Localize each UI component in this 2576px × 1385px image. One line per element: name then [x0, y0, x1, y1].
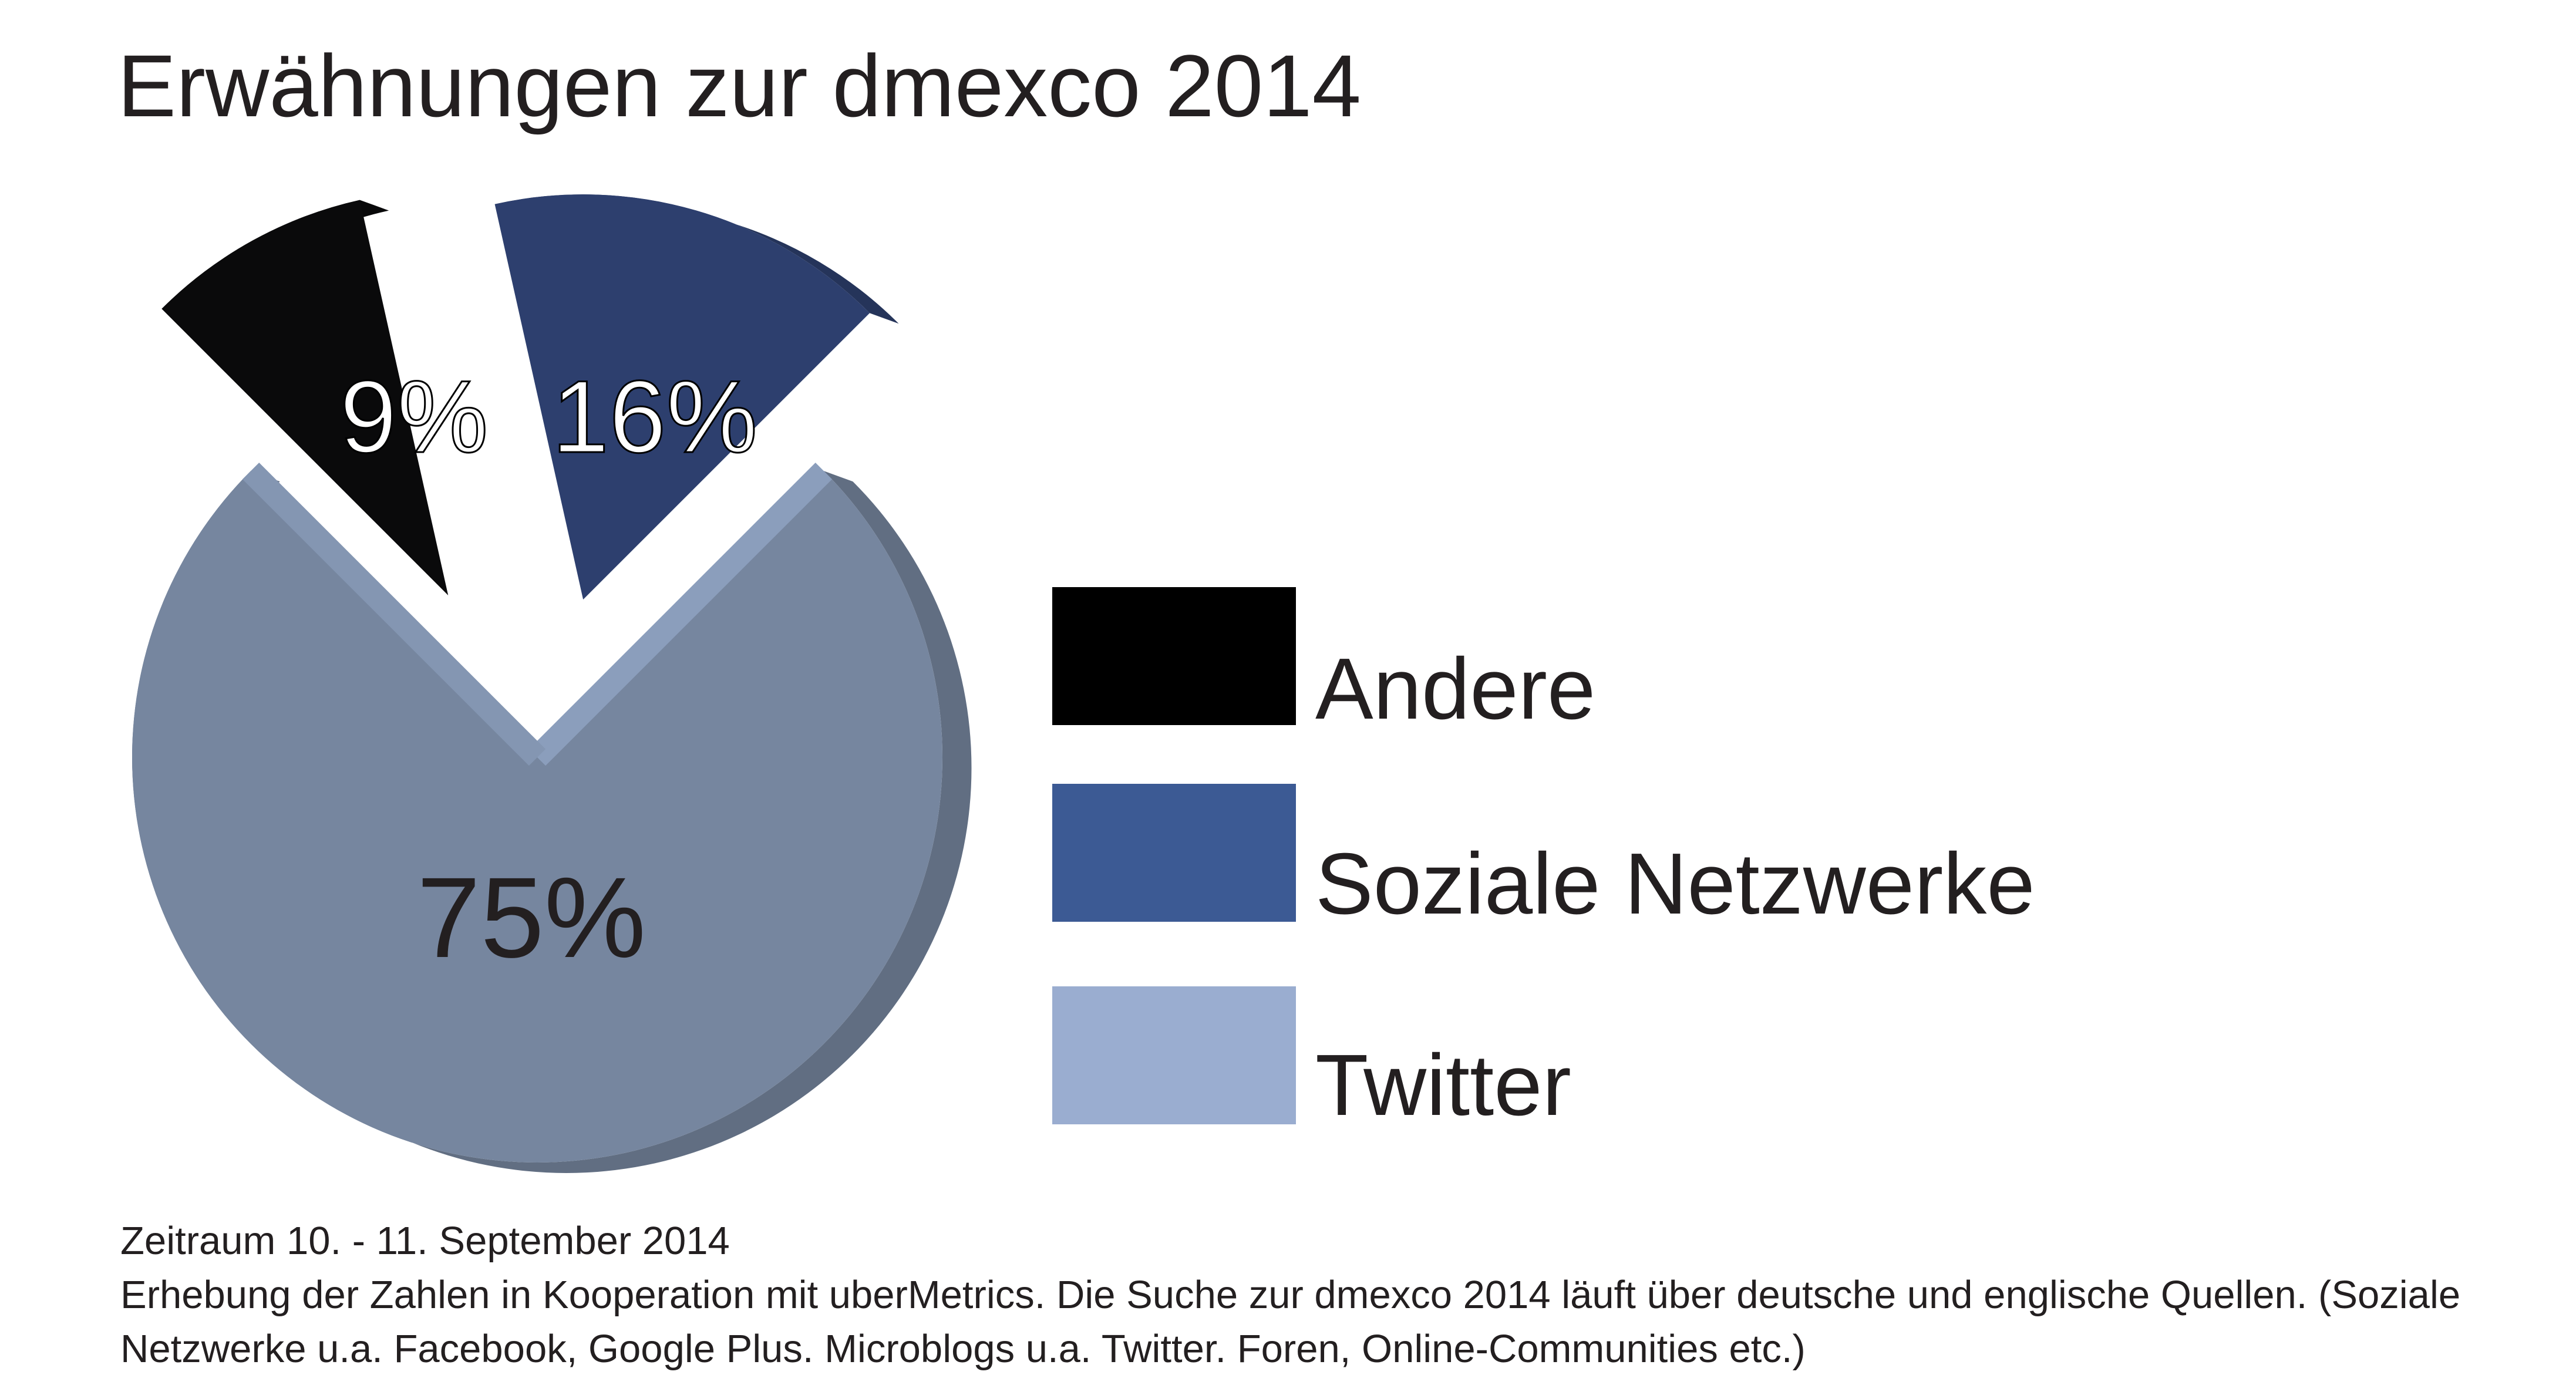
pie-data-label-andere: 9%: [340, 360, 489, 474]
pie-slice-soziale-netzwerke: [494, 194, 870, 600]
chart-title: Erwähnungen zur dmexco 2014: [117, 36, 1362, 135]
pie-slice-group-1: 16%: [494, 194, 899, 600]
pie-slice-edge-highlight: [528, 462, 833, 766]
legend-swatch-andere: [1052, 587, 1296, 725]
pie-slice-twitter: [132, 471, 943, 1162]
pie-slice-edge-highlight-2: [242, 462, 546, 766]
pie-slice-andere: [161, 200, 449, 595]
legend-swatch-soziale-netzwerke: [1052, 784, 1296, 922]
legend-label-andere: Andere: [1315, 641, 1596, 737]
pie-data-label-twitter: 75%: [417, 854, 646, 982]
pie-slice-group-0: 9%: [161, 200, 489, 595]
footnote: Zeitraum 10. - 11. September 2014 Erhebu…: [120, 1214, 2551, 1376]
pie-data-label-soziale-netzwerke: 16%: [552, 360, 757, 474]
pie-slice-group-2: 75%: [132, 462, 972, 1174]
footnote-source: Erhebung der Zahlen in Kooperation mit u…: [120, 1273, 2461, 1371]
legend-label-twitter: Twitter: [1315, 1037, 1571, 1134]
footnote-period: Zeitraum 10. - 11. September 2014: [120, 1219, 730, 1263]
legend-swatch-twitter: [1052, 986, 1296, 1124]
legend-label-soziale-netzwerke: Soziale Netzwerke: [1315, 835, 2035, 932]
